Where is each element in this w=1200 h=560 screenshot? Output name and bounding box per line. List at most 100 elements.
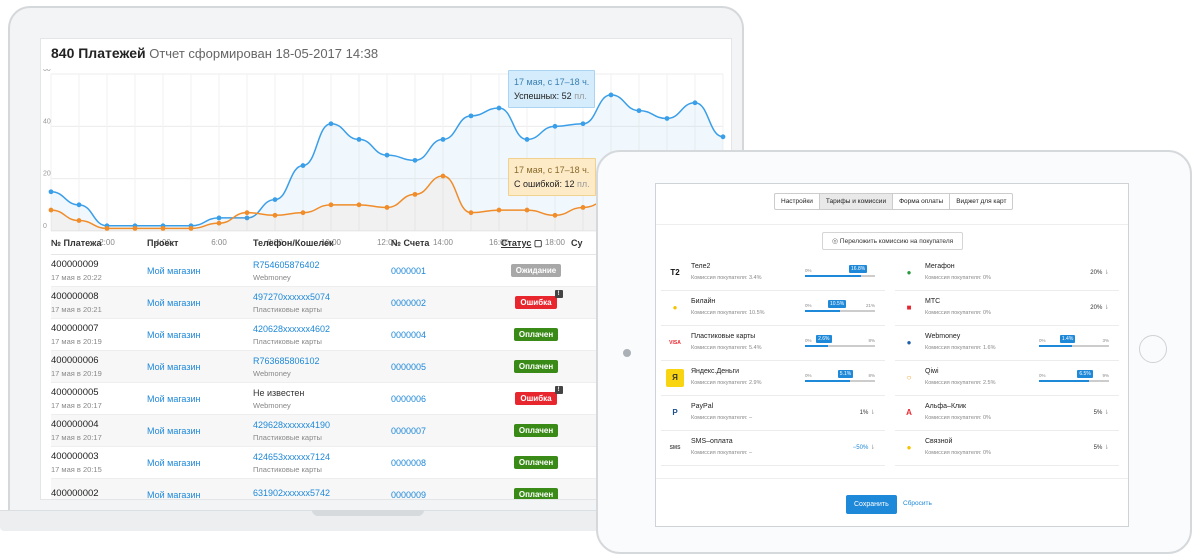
home-button[interactable] <box>1139 335 1167 363</box>
header-payment[interactable]: № Платежа <box>51 232 147 255</box>
table-row[interactable]: 400000007 17 мая в 20:19 Мой магазин 420628… <box>51 318 641 351</box>
table-row[interactable]: 400000004 17 мая в 20:17 Мой магазин 429628… <box>51 414 641 447</box>
header-project[interactable]: Проект <box>147 232 253 255</box>
provider-commission: Комиссия покупателя: 10.5% <box>691 310 765 316</box>
account-link[interactable]: 0000005 <box>391 361 427 372</box>
table-row[interactable]: 400000009 17 мая в 20:22 Мой магазин R75460… <box>51 254 641 287</box>
slider-track[interactable] <box>1039 345 1109 347</box>
chevron-down-icon[interactable]: ⇂ <box>868 410 875 416</box>
status-badge[interactable]: Оплачен <box>513 360 559 373</box>
tab-card-widget[interactable]: Виджет для карт <box>956 198 1007 205</box>
tab-payment-form[interactable]: Форма оплаты <box>893 194 951 209</box>
account-link[interactable]: 0000009 <box>391 489 427 500</box>
tab-settings[interactable]: Настройки <box>775 194 820 209</box>
commission-slider[interactable]: 0% 16.8% <box>805 265 875 283</box>
commission-slider[interactable]: 0% 21% 10.5% <box>805 300 875 318</box>
table-row[interactable]: 400000002 Мой магазин 631902xxxxxx5742 0000… <box>51 478 641 500</box>
data-point <box>300 210 306 216</box>
provider-logo-icon: T2 <box>666 264 684 282</box>
provider-commission: Комиссия покупателя: 0% <box>925 450 991 456</box>
payment-date: 17 мая в 20:15 <box>51 465 102 474</box>
slider-fill <box>805 345 829 347</box>
phone-link[interactable]: 429628xxxxxx4190 <box>253 419 331 430</box>
data-point <box>328 121 334 127</box>
status-badge[interactable]: Ошибка! <box>515 290 563 309</box>
data-point <box>160 225 166 231</box>
provider-percent[interactable]: 5% ⇂ <box>1094 444 1109 451</box>
project-link[interactable]: Мой магазин <box>147 393 201 404</box>
provider-percent[interactable]: 20% ⇂ <box>1090 269 1109 276</box>
provider-percent[interactable]: 5% ⇂ <box>1094 409 1109 416</box>
header-phone[interactable]: Телефон/Кошелек <box>253 232 391 255</box>
phone-link[interactable]: R754605876402 <box>253 259 320 270</box>
header-account[interactable]: № Счета <box>391 232 501 255</box>
status-badge[interactable]: Оплачен <box>513 424 559 437</box>
account-link[interactable]: 0000006 <box>391 393 427 404</box>
project-link[interactable]: Мой магазин <box>147 457 201 468</box>
commission-slider[interactable]: 0% 8% 2.6% <box>805 335 875 353</box>
project-link[interactable]: Мой магазин <box>147 425 201 436</box>
data-point <box>272 212 278 218</box>
data-point <box>664 116 670 121</box>
cell-status: Ошибка! <box>501 286 571 319</box>
status-badge[interactable]: Оплачен <box>513 456 559 469</box>
data-point <box>244 215 250 221</box>
account-link[interactable]: 0000001 <box>391 265 427 276</box>
status-badge[interactable]: Оплачен <box>513 328 559 341</box>
header-status[interactable]: Статус ▢ <box>501 232 571 255</box>
account-link[interactable]: 0000008 <box>391 457 427 468</box>
account-link[interactable]: 0000004 <box>391 329 427 340</box>
table-row[interactable]: 400000008 17 мая в 20:21 Мой магазин 497270… <box>51 286 641 319</box>
provider-logo-icon: ○ <box>900 369 918 387</box>
phone-link[interactable]: 420628xxxxxx4602 <box>253 323 331 334</box>
provider-percent[interactable]: −50% ⇂ <box>853 444 875 451</box>
status-badge[interactable]: Ошибка! <box>515 386 563 405</box>
project-link[interactable]: Мой магазин <box>147 489 201 500</box>
status-badge[interactable]: Оплачен <box>513 488 559 499</box>
payment-method: Webmoney <box>253 272 291 282</box>
table-row[interactable]: 400000003 17 мая в 20:15 Мой магазин 424653… <box>51 446 641 479</box>
cell-payment: 400000004 17 мая в 20:17 <box>51 414 147 447</box>
payments-table: № Платежа Проект Телефон/Кошелек № Счета… <box>51 232 641 500</box>
project-link[interactable]: Мой магазин <box>147 329 201 340</box>
reset-link[interactable]: Сбросить <box>903 500 932 507</box>
provider-percent[interactable]: 20% ⇂ <box>1090 304 1109 311</box>
providers-right-column: ● Мегафон Комиссия покупателя: 0% 20% ⇂ ■ МТС… <box>895 256 1119 466</box>
project-link[interactable]: Мой магазин <box>147 361 201 372</box>
project-link[interactable]: Мой магазин <box>147 297 201 308</box>
chevron-down-icon[interactable]: ⇂ <box>1102 305 1109 311</box>
chevron-down-icon[interactable]: ⇂ <box>1102 270 1109 276</box>
account-link[interactable]: 0000007 <box>391 425 427 436</box>
phone-link[interactable]: 631902xxxxxx5742 <box>253 488 331 498</box>
status-badge[interactable]: Ожидание <box>510 264 562 277</box>
error-note-icon[interactable]: ! <box>554 290 563 298</box>
project-link[interactable]: Мой магазин <box>147 265 201 276</box>
commission-slider[interactable]: 0% 9% 6.5% <box>1039 370 1109 388</box>
commission-slider[interactable]: 0% 8% 5.1% <box>805 370 875 388</box>
slider-track[interactable] <box>805 310 875 312</box>
data-point <box>412 191 418 197</box>
cell-account: 0000001 <box>391 254 501 287</box>
cell-account: 0000002 <box>391 286 501 319</box>
filter-icon[interactable]: ▢ <box>533 237 543 248</box>
phone-link[interactable]: 497270xxxxxx5074 <box>253 291 331 302</box>
shift-commission-button[interactable]: ◎ Переложить комиссию на покупателя <box>822 232 964 250</box>
phone-link[interactable]: R763685806102 <box>253 355 320 366</box>
provider-commission: Комиссия покупателя: – <box>691 415 753 421</box>
commission-slider[interactable]: 0% 3% 1.4% <box>1039 335 1109 353</box>
save-button[interactable]: Сохранить <box>846 495 897 514</box>
account-link[interactable]: 0000002 <box>391 297 427 308</box>
payment-id: 400000006 <box>51 355 99 366</box>
tooltip-error-title: 17 мая, с 17–18 ч. <box>514 165 590 175</box>
slider-track[interactable] <box>805 345 875 347</box>
chevron-down-icon[interactable]: ⇂ <box>1102 410 1109 416</box>
error-note-icon[interactable]: ! <box>554 386 563 394</box>
table-row[interactable]: 400000006 17 мая в 20:19 Мой магазин R76368… <box>51 350 641 383</box>
tab-tariffs[interactable]: Тарифы и комиссии <box>819 194 894 209</box>
chevron-down-icon[interactable]: ⇂ <box>868 445 875 451</box>
table-row[interactable]: 400000005 17 мая в 20:17 Мой магазин Не изв… <box>51 382 641 415</box>
provider-percent[interactable]: 1% ⇂ <box>860 409 875 416</box>
phone-link[interactable]: 424653xxxxxx7124 <box>253 451 331 462</box>
chevron-down-icon[interactable]: ⇂ <box>1102 445 1109 451</box>
header-status-label[interactable]: Статус <box>501 237 532 248</box>
